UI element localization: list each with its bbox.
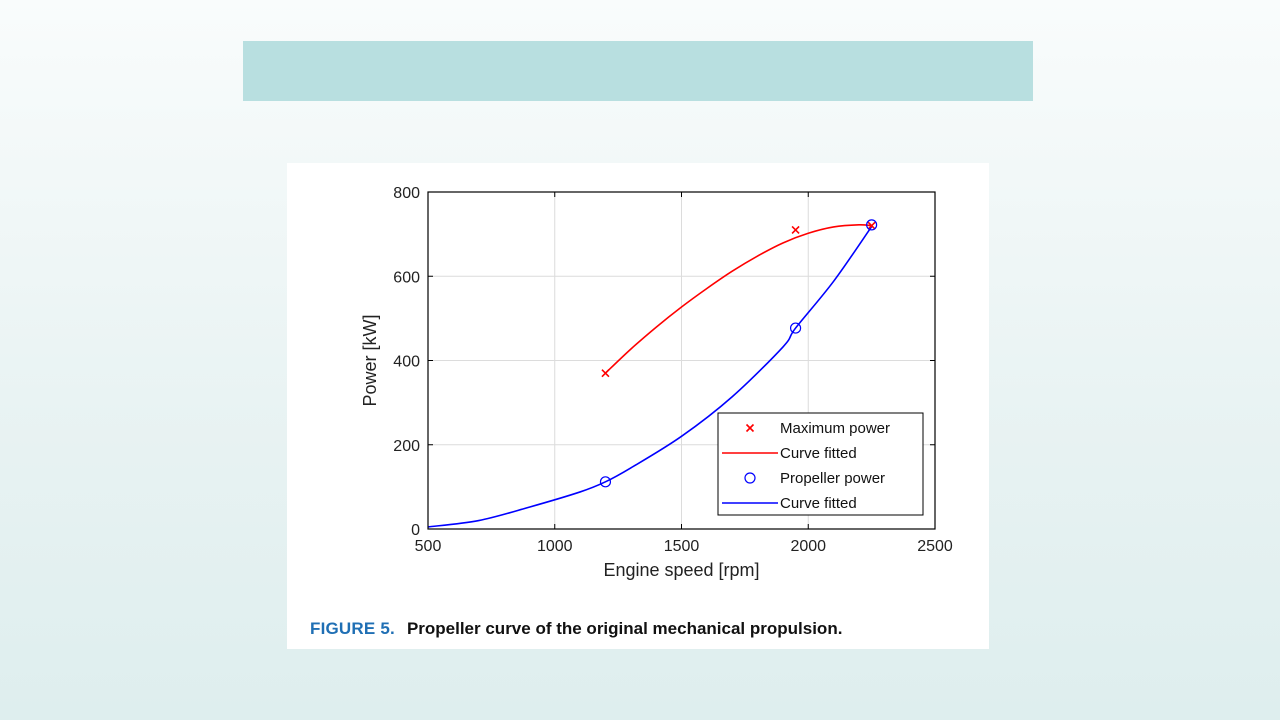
legend-circle-marker xyxy=(744,472,756,484)
x-tick-label: 500 xyxy=(415,538,442,555)
y-tick-label: 0 xyxy=(411,522,420,539)
legend-label: Propeller power xyxy=(780,470,885,487)
figure-caption: FIGURE 5. Propeller curve of the original… xyxy=(310,619,842,639)
legend-x-marker xyxy=(745,423,755,433)
maximum-power-point xyxy=(791,225,800,234)
y-tick-label: 400 xyxy=(393,354,420,371)
maximum-power-point xyxy=(867,221,876,230)
propeller-curve-chart: 500 1000 1500 2000 2500 0 200 400 600 800 Engine … xyxy=(360,185,953,580)
chart-series xyxy=(427,219,878,528)
figure-card: 500 1000 1500 2000 2500 0 200 400 600 800 Engine … xyxy=(287,163,989,649)
y-tick-label: 200 xyxy=(393,438,420,455)
figure-caption-label: FIGURE 5. xyxy=(310,619,395,638)
slide-title-banner xyxy=(243,41,1033,101)
y-axis-label: Power [kW] xyxy=(360,314,380,406)
legend-label: Curve fitted xyxy=(780,495,857,512)
series-line-curve-fitted xyxy=(604,224,872,374)
series-line-curve-fitted xyxy=(427,226,873,528)
legend-label: Curve fitted xyxy=(780,445,857,462)
chart-legend: Maximum power Curve fitted Propeller power… xyxy=(717,412,924,516)
x-tick-label: 1500 xyxy=(664,538,700,555)
x-axis-label: Engine speed [rpm] xyxy=(603,560,759,580)
x-tick-label: 1000 xyxy=(537,538,573,555)
legend-label: Maximum power xyxy=(780,420,890,437)
figure-caption-text: Propeller curve of the original mechanic… xyxy=(406,619,843,638)
chart-ticks: 500 1000 1500 2000 2500 0 200 400 600 800 xyxy=(393,185,953,555)
y-tick-label: 800 xyxy=(393,185,420,202)
x-tick-label: 2000 xyxy=(790,538,826,555)
y-tick-label: 600 xyxy=(393,269,420,286)
propeller-power-point xyxy=(866,219,878,231)
propeller-power-point xyxy=(599,476,612,488)
propeller-power-point xyxy=(789,322,802,334)
x-tick-label: 2500 xyxy=(917,538,953,555)
maximum-power-point xyxy=(601,369,610,378)
